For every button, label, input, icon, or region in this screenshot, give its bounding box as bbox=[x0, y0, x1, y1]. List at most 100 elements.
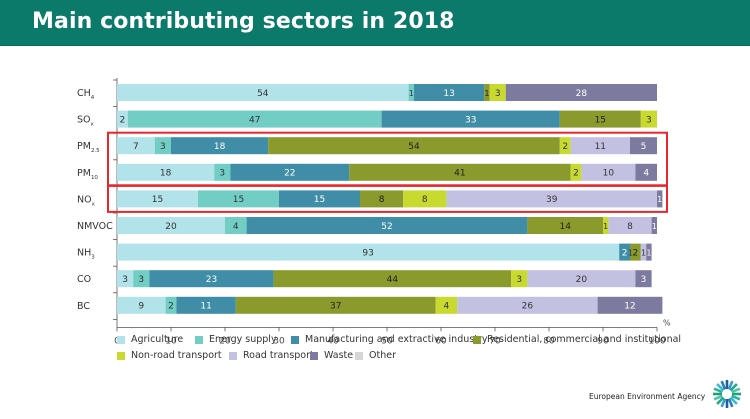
bar-value-label: 3 bbox=[219, 169, 225, 179]
bar-value-label: 2 bbox=[622, 248, 628, 258]
legend-label: Waste bbox=[324, 350, 354, 361]
bar-value-label: 2 bbox=[168, 302, 174, 312]
bar-segment bbox=[559, 137, 571, 155]
bar-segment bbox=[279, 190, 360, 208]
x-tick-label: 90 bbox=[597, 336, 609, 346]
bar-segment bbox=[559, 110, 641, 128]
bar-value-label: 3 bbox=[138, 275, 144, 285]
bar-value-label: 20 bbox=[165, 222, 177, 232]
bar-value-label: 4 bbox=[643, 169, 649, 179]
logo-ray bbox=[716, 383, 725, 392]
category-label: SOx bbox=[77, 115, 95, 128]
bar-value-label: 3 bbox=[122, 275, 128, 285]
bar-value-label: 33 bbox=[465, 115, 476, 125]
x-tick-label: 80 bbox=[543, 336, 555, 346]
bar-segment bbox=[630, 137, 657, 155]
bar-segment bbox=[505, 84, 657, 101]
title-banner: Main contributing sectors in 2018 bbox=[0, 0, 750, 46]
bar-segment bbox=[117, 270, 134, 288]
x-tick-label: 60 bbox=[435, 336, 447, 346]
bar-value-label: 23 bbox=[206, 275, 217, 285]
bar-value-label: 15 bbox=[152, 195, 163, 205]
logo-ray bbox=[727, 380, 734, 390]
legend-label: Agriculture bbox=[131, 334, 184, 345]
bar-segment bbox=[527, 217, 603, 234]
bar-value-label: 3 bbox=[516, 275, 522, 285]
category-label: CO bbox=[77, 274, 91, 285]
bar-value-label: 41 bbox=[454, 169, 465, 179]
legend-swatch bbox=[310, 351, 318, 360]
bar-value-label: 3 bbox=[641, 275, 647, 285]
category-label: CH4 bbox=[77, 88, 95, 101]
x-tick-label: 40 bbox=[327, 336, 339, 346]
bar-segment bbox=[570, 137, 630, 155]
x-tick-label: 30 bbox=[273, 336, 285, 346]
logo-ray bbox=[713, 387, 723, 394]
legend-swatch bbox=[117, 335, 125, 344]
bar-segment bbox=[133, 270, 150, 288]
legend-swatch bbox=[291, 335, 299, 344]
category-label: NOx bbox=[77, 194, 96, 207]
bar-segment bbox=[408, 84, 414, 101]
bar-segment bbox=[414, 84, 485, 101]
legend-swatch bbox=[355, 351, 363, 360]
bar-value-label: 18 bbox=[214, 142, 226, 152]
legend-item-agriculture: Agriculture bbox=[117, 334, 183, 345]
logo-ray bbox=[713, 392, 722, 396]
bar-value-label: 2 bbox=[573, 169, 579, 179]
bar-value-label: 8 bbox=[379, 195, 385, 205]
legend-item-non-road-transport: Non-road transport bbox=[117, 350, 222, 361]
bar-segment bbox=[225, 217, 247, 234]
bar-value-label: 26 bbox=[522, 302, 534, 312]
bar-value-label: 52 bbox=[381, 222, 392, 232]
bar-value-label: 7 bbox=[133, 142, 139, 152]
bar-segment bbox=[214, 163, 231, 181]
bar-value-label: 1 bbox=[603, 222, 608, 231]
logo-ray bbox=[727, 398, 734, 408]
category-label: NH3 bbox=[77, 248, 95, 261]
logo-ray bbox=[729, 396, 738, 405]
bar-value-label: 13 bbox=[443, 89, 454, 99]
logo-ray bbox=[716, 396, 725, 405]
bar-value-label: 18 bbox=[160, 169, 172, 179]
bar-segment bbox=[446, 190, 657, 208]
legend-item-energy-supply: Energy supply bbox=[195, 334, 277, 345]
bar-segment bbox=[657, 190, 663, 208]
bar-segment bbox=[230, 163, 350, 181]
bar-segment bbox=[117, 110, 128, 128]
bar-value-label: 3 bbox=[646, 115, 652, 125]
bar-value-label: 39 bbox=[546, 195, 558, 205]
bar-value-label: 4 bbox=[444, 302, 450, 312]
legend-swatch bbox=[229, 351, 237, 360]
logo-ray bbox=[731, 387, 741, 394]
bar-value-label: 12 bbox=[624, 302, 635, 312]
bar-segment bbox=[570, 163, 582, 181]
bar-value-label: 2 bbox=[120, 115, 126, 125]
bar-value-label: 8 bbox=[422, 195, 428, 205]
bar-segment bbox=[619, 243, 630, 261]
bar-segment bbox=[117, 84, 409, 101]
bar-value-label: 37 bbox=[330, 302, 341, 312]
bar-segment bbox=[246, 217, 528, 234]
x-tick-label: 70 bbox=[489, 336, 501, 346]
x-tick-label: 50 bbox=[381, 336, 393, 346]
logo-ray bbox=[725, 380, 729, 389]
logo-ray bbox=[725, 399, 729, 408]
legend-item-residential: Residential, commercial and institutiona… bbox=[473, 334, 681, 345]
bar-segment bbox=[273, 270, 512, 288]
bar-value-label: 54 bbox=[257, 89, 269, 99]
bar-value-label: 22 bbox=[284, 169, 295, 179]
bar-value-label: 14 bbox=[559, 222, 571, 232]
bar-segment bbox=[651, 217, 657, 234]
bar-segment bbox=[165, 296, 177, 314]
bar-segment bbox=[635, 163, 657, 181]
bar-segment bbox=[646, 243, 652, 261]
bar-segment bbox=[349, 163, 571, 181]
bar-segment bbox=[484, 84, 490, 101]
legend-label: Road transport bbox=[243, 350, 314, 361]
bar-value-label: 54 bbox=[408, 142, 420, 152]
bar-value-label: 1 bbox=[652, 222, 657, 231]
logo-ray bbox=[720, 380, 727, 390]
bar-segment bbox=[154, 137, 171, 155]
